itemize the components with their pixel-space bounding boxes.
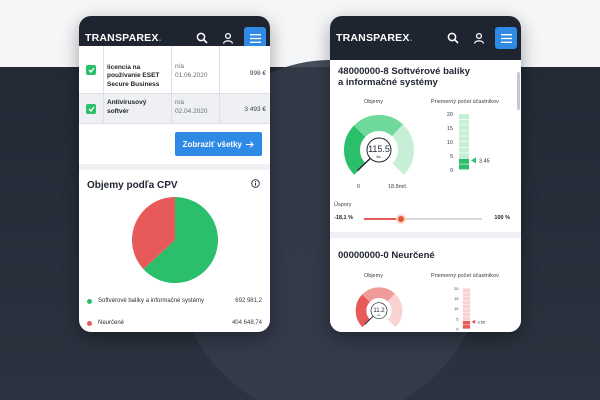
row-amount: 998 € [219,46,270,93]
savings-label: Úspory [334,202,352,208]
bar-tick-label: 5 [450,154,453,160]
row-date-label: n/a [175,99,185,106]
bar-segment [459,114,469,119]
bar-tick-label: 10 [454,306,459,311]
bar-segment [459,158,469,164]
search-icon[interactable] [190,26,214,50]
search-icon[interactable] [441,26,465,50]
legend-dot-green [87,298,92,304]
phone-right: TRANSPAREX. 48000000-8 Softvérové balíky… [330,16,521,332]
volumes-label: Objemy [364,273,383,279]
legend-dot-red [87,320,92,326]
bar-segment [459,130,469,136]
bar-marker [471,157,476,164]
gauge-segment [353,115,403,138]
scrollbar[interactable] [517,72,520,110]
bar-tick-label: 10 [447,140,453,146]
bar-segment [459,142,469,147]
gauge-hub [370,302,388,319]
participants-label: Priemerný počet účastníkov [431,99,499,105]
card-cpv-software: 48000000-8 Softvérové balíky a informačn… [338,66,471,88]
bar-tick-label: 0 [456,327,459,332]
participants-bar: 20 15 10 5 0 3.45 [447,112,490,174]
bar-value: 3.45 [479,158,490,164]
savings-min: -18,1 % [334,215,353,221]
bar-segment [459,164,469,170]
bar-segment [462,304,471,309]
menu-icon[interactable] [244,27,266,49]
bar-segment [462,296,471,301]
gauge-min: 0 [357,184,361,190]
check-icon[interactable] [86,103,96,114]
arrow-right-icon [246,141,254,147]
legend-item: Neurčené 404 648,74 [79,316,270,330]
bar-segment [462,316,471,321]
bar-tick-label: 0 [450,168,453,174]
gauge-segment [387,293,403,328]
brand-logo[interactable]: TRANSPAREX. [85,32,162,44]
bar-tick-label: 15 [454,296,459,301]
gauge-hub [366,137,392,163]
table-row[interactable]: Antivírusový softvér n/a 02.04.2020 3 49… [79,94,270,124]
row-date: 02.04.2020 [175,107,208,115]
bar-segment [459,136,469,142]
gauge-max: 18.8mil. [388,184,408,190]
gauge-segment [391,124,414,175]
gauge-value: 11.2 [373,308,385,314]
bar-segment [459,125,469,131]
pie-slice[interactable] [131,197,175,270]
bar-tick-label: 15 [447,126,453,132]
check-icon[interactable] [86,64,96,75]
bar-tick-label: 5 [456,316,459,321]
bar-segment [462,300,471,305]
gauge-unit: tis. [377,313,381,317]
top-bar: TRANSPAREX. [330,16,521,60]
pie-slice[interactable] [142,197,218,283]
bar-segment [459,153,469,159]
bar-marker [471,319,476,325]
gauge-unit: tis. [376,154,381,159]
bar-segment [462,308,471,313]
gauge-value: 115.5 [368,144,390,154]
user-icon[interactable] [216,26,240,50]
participants-bar: 20 15 10 5 0 3.56 [454,287,486,332]
phone-left: TRANSPAREX. licencia na používanie ESET … [79,16,270,332]
user-icon[interactable] [467,26,491,50]
brand-logo[interactable]: TRANSPAREX. [336,32,413,44]
bar-tick-label: 20 [447,112,453,118]
bar-segment [462,288,471,293]
gauge-segment [344,125,366,175]
table-row[interactable]: licencia na používanie ESET Secure Busin… [79,46,270,94]
cpv-title: Objemy podľa CPV [79,170,270,196]
card-cpv-unspecified: 00000000-0 Neurčené [338,250,435,261]
bar-segment [459,119,469,125]
row-name: Antivírusový softvér [103,94,171,123]
row-name: licencia na používanie ESET Secure Busin… [103,46,171,93]
bar-tick-label: 20 [454,287,459,291]
savings-slider[interactable] [364,214,482,224]
info-icon[interactable] [251,179,260,191]
slider-handle[interactable] [395,214,406,224]
gauge-segment [362,287,395,303]
bar-segment [459,147,469,153]
row-amount: 3 493 € [219,94,270,123]
volumes-label: Objemy [364,99,383,105]
bar-segment [462,312,471,317]
cpv-pie-chart[interactable] [131,196,219,284]
bar-value: 3.56 [477,319,486,324]
bar-segment [462,320,471,325]
show-all-button[interactable]: Zobraziť všetky [174,132,262,156]
gauge-segment [355,294,371,328]
row-date-label: n/a [175,63,185,70]
menu-icon[interactable] [495,27,517,49]
legend-item: Softvérové balíky a informačné systémy 6… [79,294,270,308]
participants-label: Priemerný počet účastníkov [431,273,499,279]
bar-segment [462,292,471,297]
savings-max: 100 % [494,215,510,221]
row-date: 01.06.2020 [175,71,208,79]
bar-segment [462,325,471,329]
